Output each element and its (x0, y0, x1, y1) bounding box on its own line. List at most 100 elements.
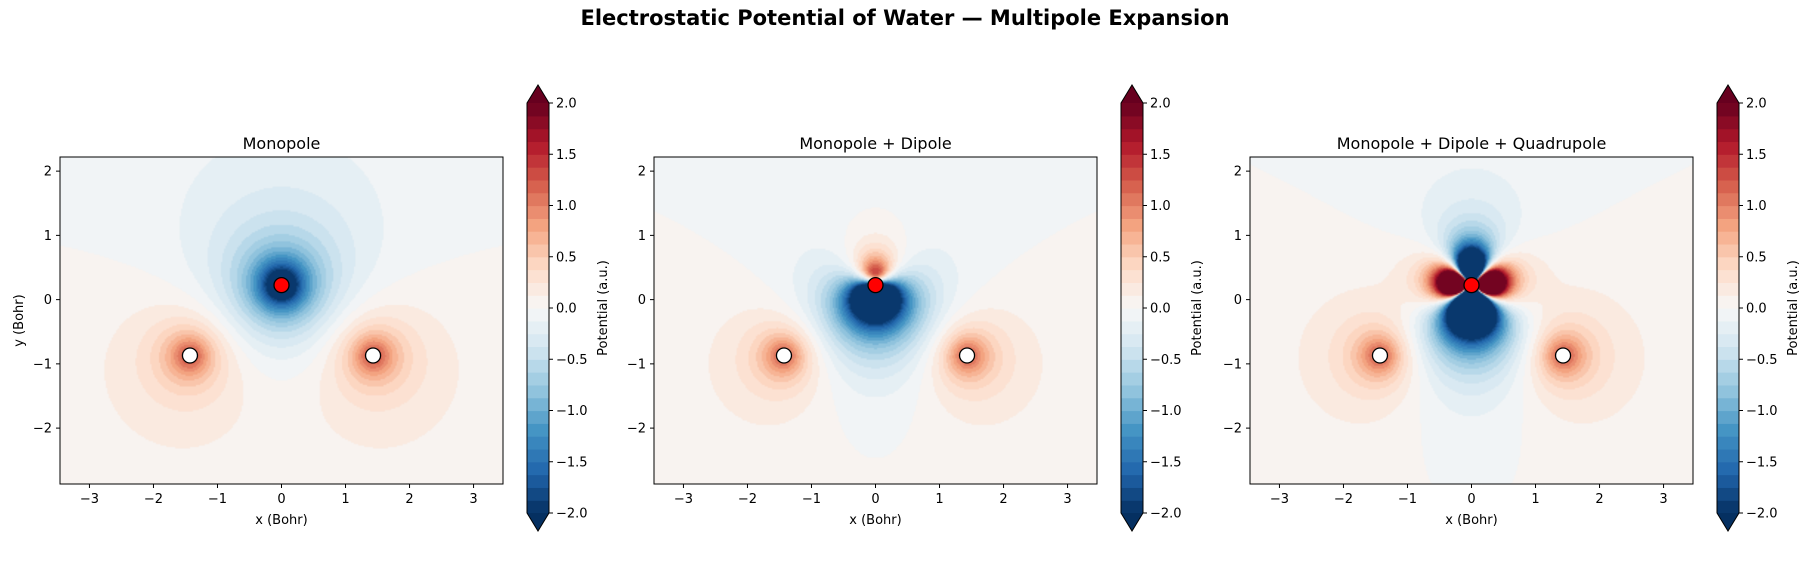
colorbar-band (1717, 436, 1739, 450)
y-axis-label: y (Bohr) (12, 294, 27, 346)
colorbar-tick-label: 2.0 (1746, 97, 1767, 112)
colorbar-band (527, 167, 549, 181)
colorbar-band (527, 128, 549, 143)
colorbar-label: Potential (a.u.) (1786, 260, 1801, 356)
colorbar-band (527, 115, 549, 130)
hydrogen-atom-2 (1554, 347, 1572, 364)
colorbar-band (1121, 308, 1143, 322)
panel-title: Monopole + Dipole (799, 134, 951, 153)
colorbar-extend-max (1717, 85, 1739, 103)
colorbar-band (527, 448, 549, 463)
colorbar-extend-min (1717, 513, 1739, 531)
colorbar-band (1121, 141, 1143, 155)
potential-field (60, 157, 503, 484)
colorbar-tick-label: 0.5 (1746, 250, 1767, 265)
colorbar-tick-label: −1.0 (1746, 404, 1778, 419)
colorbar-band (527, 500, 549, 514)
colorbar-band (527, 295, 549, 309)
colorbar-label: Potential (a.u.) (596, 260, 611, 356)
colorbar-tick-label: −1.5 (1150, 455, 1182, 470)
colorbar-band (527, 384, 549, 399)
colorbar-tick-label: −0.5 (1150, 353, 1182, 368)
colorbar-tick-label: 0.5 (556, 250, 577, 265)
colorbar-band (1121, 372, 1143, 386)
colorbar-band (1121, 359, 1143, 373)
hydrogen-atom-1 (181, 347, 199, 364)
x-axis-label: x (Bohr) (1445, 513, 1497, 528)
colorbar-band (1717, 410, 1739, 424)
colorbar: −2.0 −1.5 −1.0 −0.5 0.0 0.5 1.0 1.5 2.0 Potential… (526, 84, 611, 532)
y-tick-label: −2 (1223, 422, 1242, 437)
potential-field (1250, 157, 1693, 484)
colorbar-band (1121, 103, 1143, 117)
x-tick-label: −1 (1398, 492, 1417, 507)
colorbar-band (1717, 167, 1739, 181)
panel-title: Monopole (243, 134, 321, 153)
colorbar-band (1121, 487, 1143, 501)
colorbar-band (527, 397, 549, 412)
colorbar-band (1121, 115, 1143, 130)
colorbar-tick-label: 1.5 (1746, 148, 1767, 163)
colorbar-band (527, 423, 549, 437)
colorbar-tick-label: −1.0 (1150, 404, 1182, 419)
colorbar-band (527, 487, 549, 501)
colorbar-label: Potential (a.u.) (1190, 260, 1205, 356)
y-tick-label: 2 (1234, 165, 1242, 180)
colorbar-band (527, 218, 549, 232)
colorbar-tick-label: −1.5 (1746, 455, 1778, 470)
hydrogen-atom-2 (364, 347, 382, 364)
hydrogen-atom-2 (958, 347, 976, 364)
colorbar-band (527, 282, 549, 296)
colorbar-band (1121, 205, 1143, 219)
colorbar-band (527, 474, 549, 488)
colorbar-tick-label: −0.5 (556, 353, 588, 368)
colorbar-band (527, 359, 549, 373)
x-tick-label: 3 (1659, 492, 1667, 507)
colorbar-band (527, 103, 549, 117)
colorbar-band (1121, 269, 1143, 283)
x-tick-label: 0 (1467, 492, 1475, 507)
colorbar-tick-label: 2.0 (556, 97, 577, 112)
colorbar-band (1121, 243, 1143, 258)
colorbar-band (1121, 436, 1143, 450)
colorbar-band (1717, 487, 1739, 501)
colorbar: −2.0 −1.5 −1.0 −0.5 0.0 0.5 1.0 1.5 2.0 Potential… (1716, 84, 1801, 532)
x-tick-label: −3 (80, 492, 99, 507)
colorbar-band (1121, 333, 1143, 348)
colorbar-tick-label: 1.5 (556, 148, 577, 163)
colorbar-extend-max (1121, 85, 1143, 103)
colorbar-band (1717, 461, 1739, 476)
x-tick-label: −2 (738, 492, 757, 507)
x-tick-label: −3 (674, 492, 693, 507)
colorbar-band (1121, 500, 1143, 514)
x-tick-label: −3 (1270, 492, 1289, 507)
y-tick-label: −2 (627, 422, 646, 437)
x-tick-label: 3 (469, 492, 477, 507)
colorbar-band (1121, 384, 1143, 399)
colorbar-tick-label: 0.5 (1150, 250, 1171, 265)
colorbar-tick-label: 2.0 (1150, 97, 1171, 112)
colorbar-band (1121, 282, 1143, 296)
colorbar-tick-label: −1.0 (556, 404, 588, 419)
x-tick-label: −2 (1334, 492, 1353, 507)
y-tick-label: 2 (44, 165, 52, 180)
colorbar-tick-label: 0.0 (556, 302, 577, 317)
colorbar-tick-label: −2.0 (1150, 507, 1182, 522)
colorbar-band (1121, 410, 1143, 424)
x-tick-label: 0 (277, 492, 285, 507)
colorbar-band (527, 461, 549, 476)
x-tick-label: 1 (341, 492, 349, 507)
y-tick-label: 2 (638, 165, 646, 180)
colorbar-extend-min (1121, 513, 1143, 531)
panel-title: Monopole + Dipole + Quadrupole (1337, 134, 1607, 153)
colorbar-band (1717, 448, 1739, 463)
colorbar-band (527, 243, 549, 258)
colorbar-tick-label: 0.0 (1746, 302, 1767, 317)
colorbar-band (1717, 384, 1739, 399)
colorbar-tick-label: 1.0 (556, 199, 577, 214)
colorbar-band (527, 436, 549, 450)
potential-field (654, 157, 1097, 484)
colorbar-tick-label: −1.5 (556, 455, 588, 470)
colorbar-band (1717, 333, 1739, 348)
